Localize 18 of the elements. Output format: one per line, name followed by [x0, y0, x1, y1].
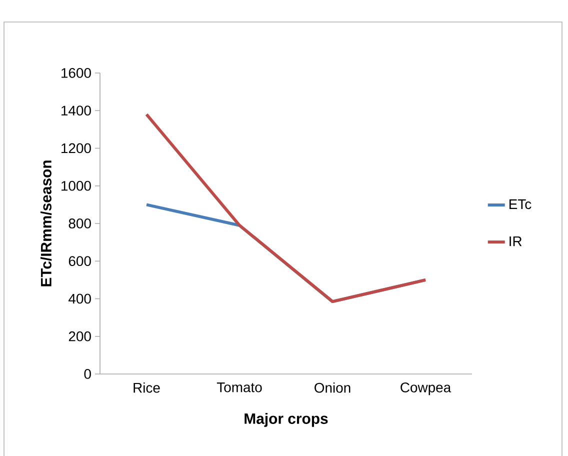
x-tick-label: Cowpea: [400, 382, 452, 396]
line-series: [145, 112, 428, 304]
y-tick-label: 200: [68, 331, 91, 342]
y-tick-label: 1000: [62, 180, 91, 191]
y-tick-label: 600: [68, 256, 91, 266]
x-axis-title: Major crops: [244, 412, 328, 427]
y-tick-label: 800: [68, 218, 91, 228]
x-tick-label: Rice: [134, 382, 160, 393]
y-tick-label: 1600: [62, 68, 91, 78]
y-axis-title: ETc/IRmm/season: [40, 160, 52, 286]
y-tick-label: 1400: [62, 106, 91, 116]
legend-label: ETc: [509, 199, 532, 210]
y-tick-label: 1200: [62, 143, 91, 154]
x-tick-label: Tomato: [216, 382, 262, 392]
y-tick-label: 0: [84, 369, 91, 379]
y-tick-label: 400: [68, 294, 91, 304]
x-tick-label: Onion: [314, 382, 350, 393]
legend-label: IR: [510, 236, 522, 246]
